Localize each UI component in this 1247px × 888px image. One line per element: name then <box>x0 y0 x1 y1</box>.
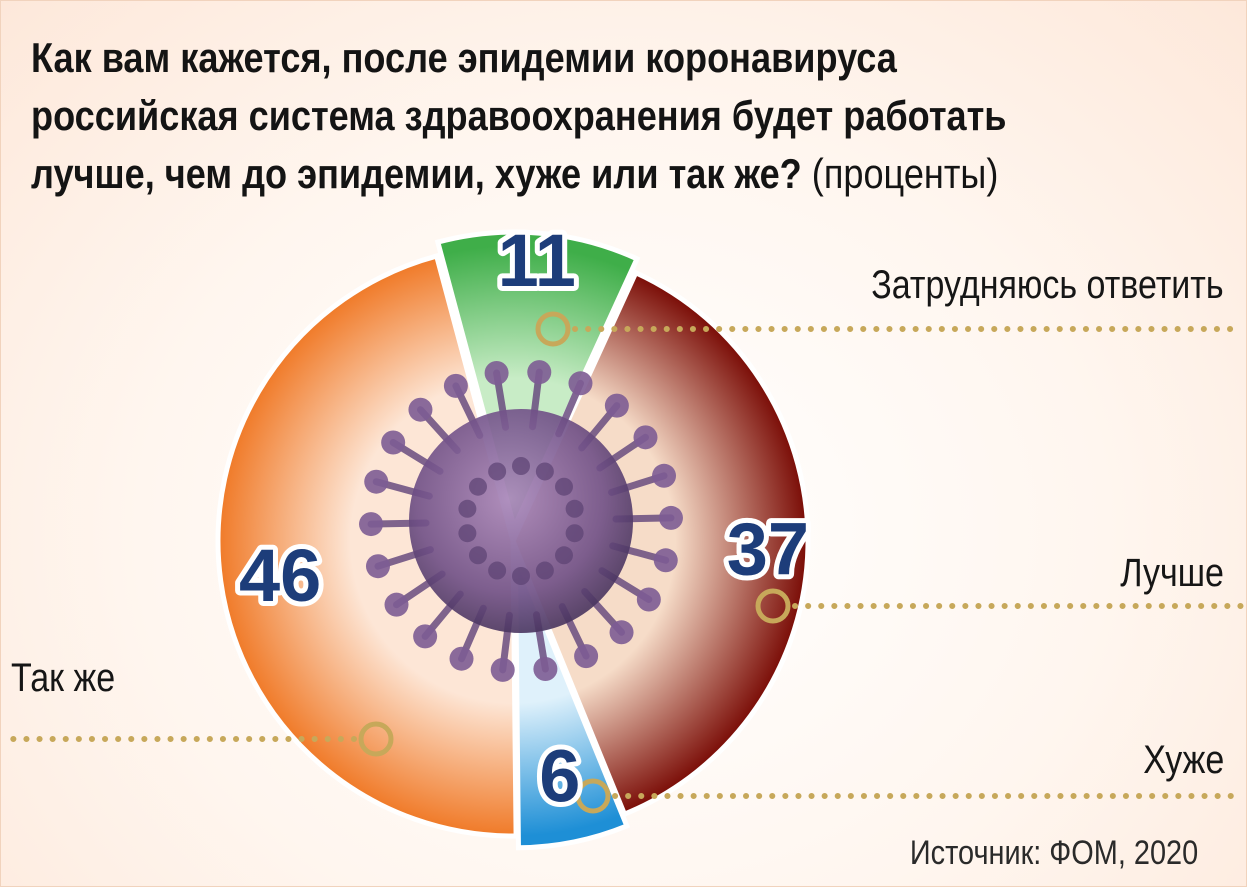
legend-label-worse: Хуже <box>1143 738 1224 782</box>
title-unit: (проценты) <box>811 150 999 197</box>
legend-label-better: Лучше <box>1120 551 1224 595</box>
slice-marker <box>535 311 571 347</box>
value-label: 46 <box>239 534 321 617</box>
slice-marker <box>358 721 394 757</box>
legend-label-same: Так же <box>11 656 116 700</box>
slice-marker <box>755 588 791 624</box>
virus-illustration <box>359 360 683 682</box>
title-question: Как вам кажется, после эпидемии коронави… <box>31 34 1007 197</box>
value-label: 37 <box>727 507 809 590</box>
pie-slice <box>215 252 519 839</box>
value-label: 6 <box>539 734 580 817</box>
source-note: Источник: ФОМ, 2020 <box>909 834 1198 872</box>
pie-slice <box>510 269 811 818</box>
legend-label-difficult: Затрудняюсь ответить <box>871 263 1224 307</box>
value-label: 11 <box>498 219 576 302</box>
slice-marker <box>575 778 611 814</box>
chart-title: Как вам кажется, после эпидемии коронави… <box>31 29 1046 203</box>
